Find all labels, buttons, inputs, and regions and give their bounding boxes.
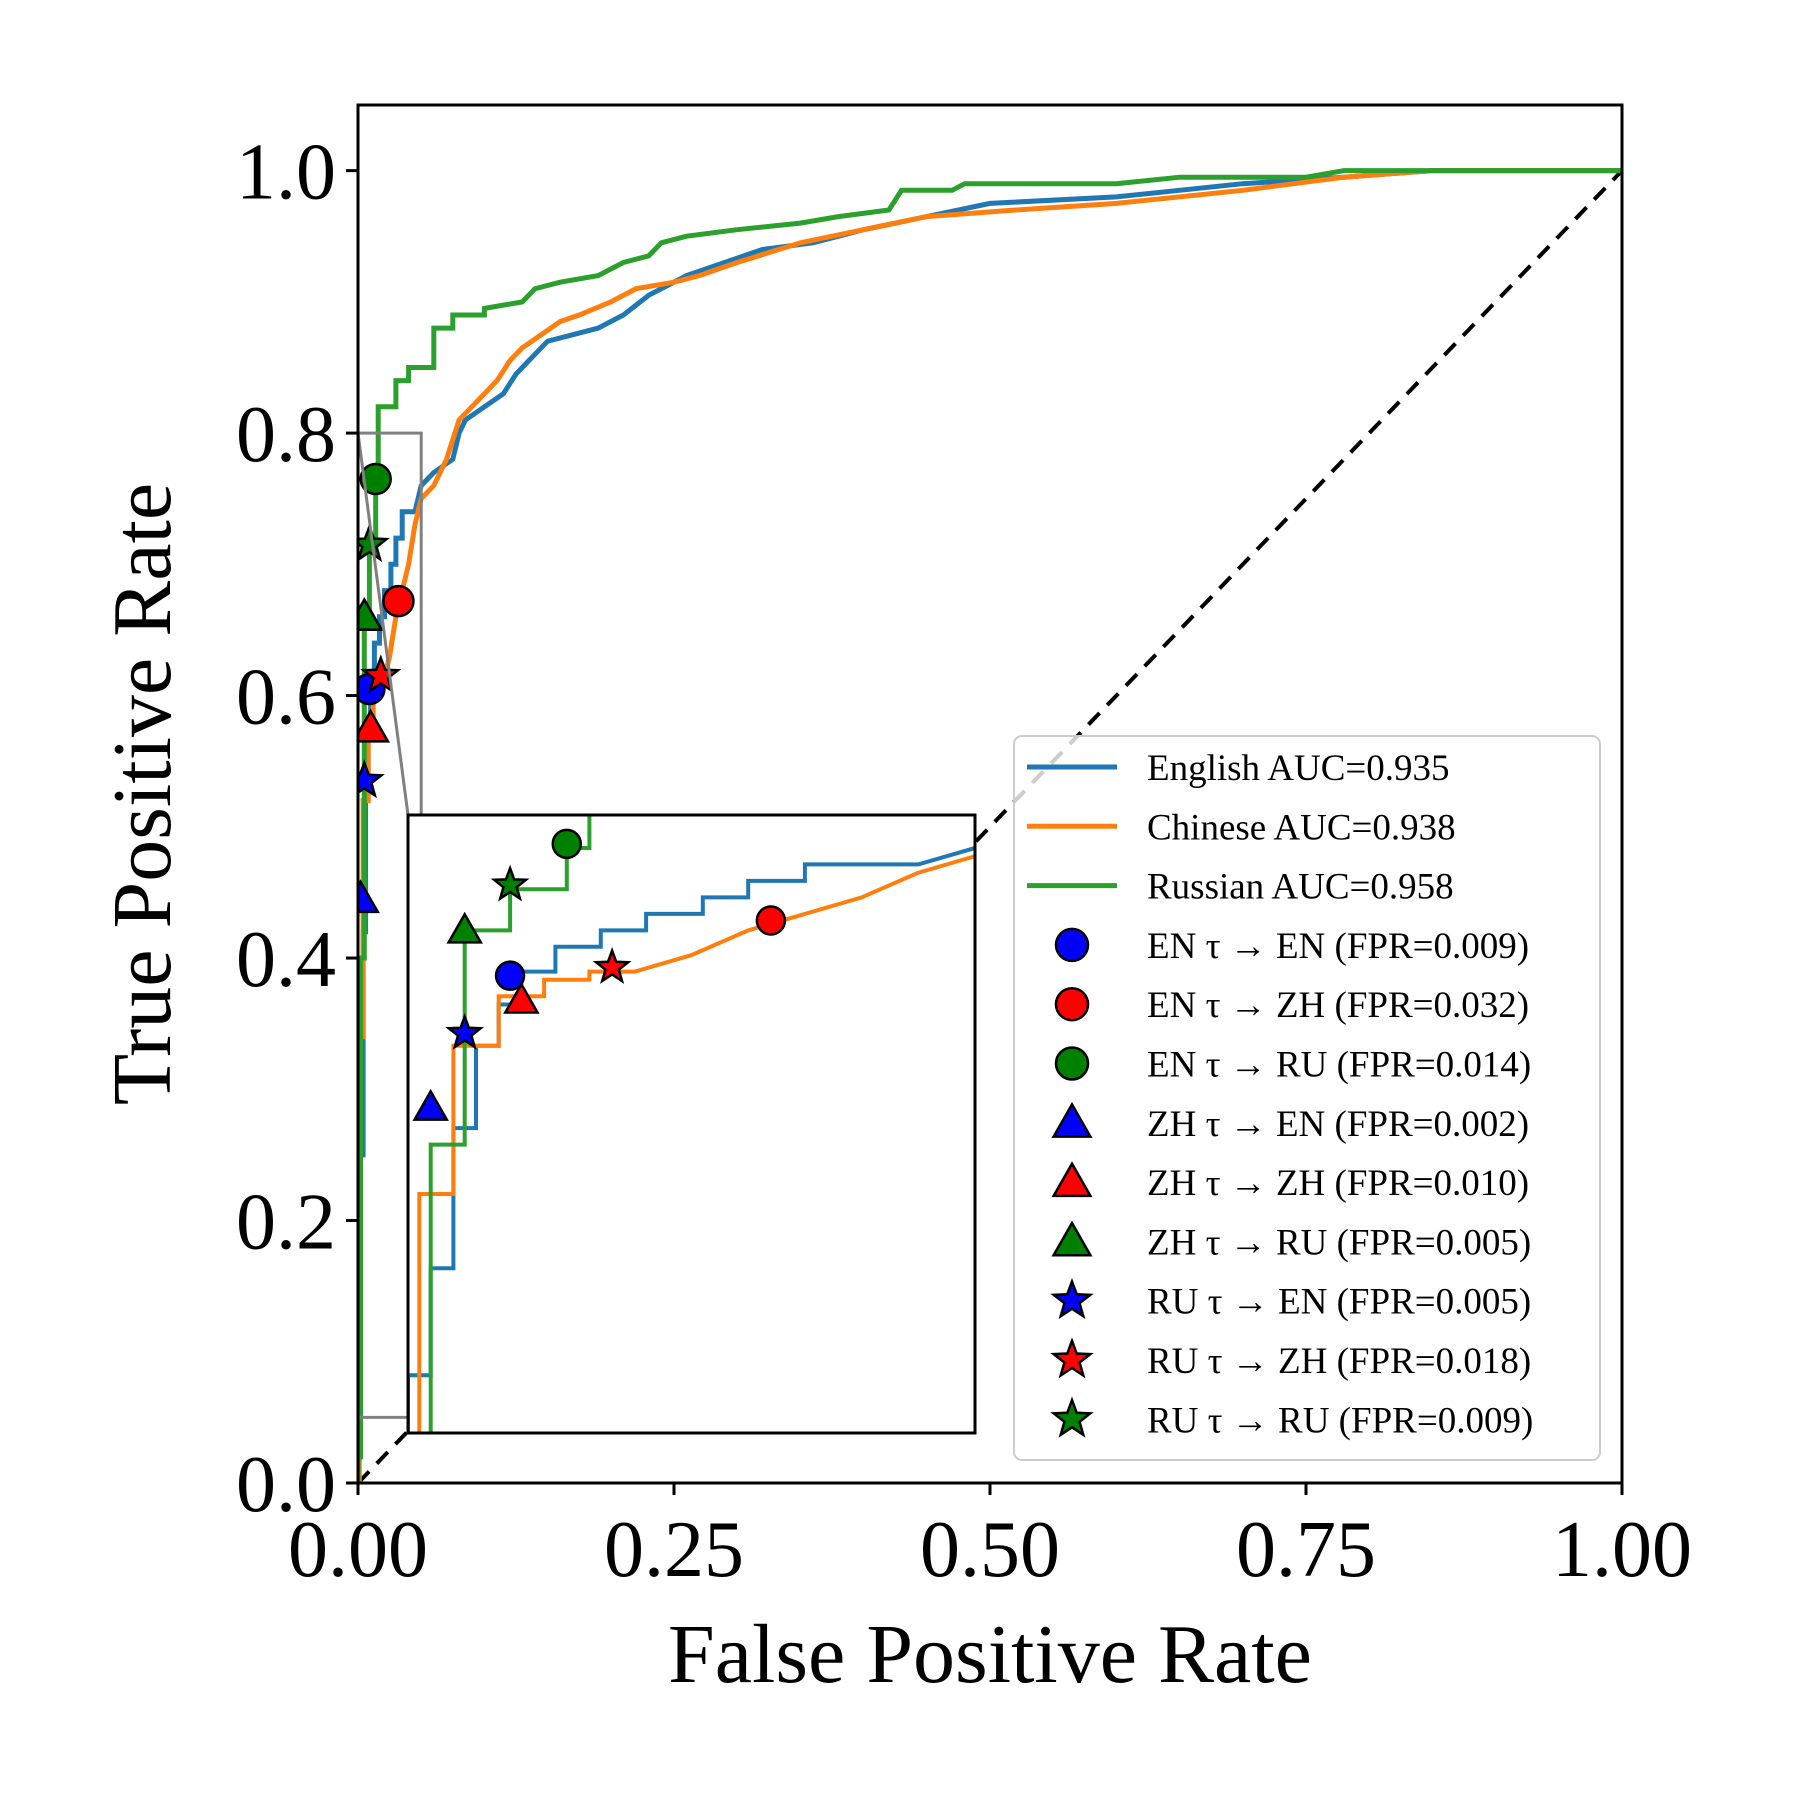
legend-marker-swatch bbox=[1054, 986, 1090, 1022]
legend-label: ZH τ → ZH (FPR=0.010) bbox=[1147, 1163, 1529, 1204]
legend-label: RU τ → RU (FPR=0.009) bbox=[1147, 1400, 1533, 1441]
x-axis-label: False Positive Rate bbox=[668, 1608, 1312, 1701]
legend-label: English AUC=0.935 bbox=[1147, 748, 1450, 789]
inset-marker-ru-zh-fpr-0-018 bbox=[592, 946, 632, 984]
marker-ru-en-fpr-0-005 bbox=[358, 759, 385, 799]
y-tick-label: 0.0 bbox=[236, 1441, 336, 1529]
legend-marker-swatch bbox=[1051, 1161, 1093, 1198]
legend-label: Russian AUC=0.958 bbox=[1147, 867, 1454, 908]
x-tick-label: 1.00 bbox=[1552, 1506, 1692, 1594]
inset-marker-ru-ru-fpr-0-009 bbox=[490, 864, 530, 902]
axis-ticks: 0.00 0.25 0.50 0.75 1.00 0.0 0.2 0.4 0.6 0.8 1.0 bbox=[236, 129, 1692, 1594]
legend-entry-ru-ru-fpr-0-009: RU τ → RU (FPR=0.009) bbox=[1050, 1396, 1533, 1441]
legend-marker-swatch bbox=[1051, 1101, 1093, 1138]
legend-entry-english-auc-0-935: English AUC=0.935 bbox=[1027, 748, 1450, 789]
inset-marker-zh-ru-fpr-0-005 bbox=[446, 911, 483, 944]
legend-entry-zh-ru-fpr-0-005: ZH τ → RU (FPR=0.005) bbox=[1051, 1220, 1531, 1263]
legend-marker-swatch bbox=[1050, 1337, 1094, 1379]
legend-marker-swatch bbox=[1051, 1220, 1093, 1257]
inset-background bbox=[408, 815, 975, 1433]
x-tick-label: 0.00 bbox=[288, 1506, 428, 1594]
y-tick-label: 0.6 bbox=[236, 654, 336, 742]
inset-marker-zh-zh-fpr-0-010 bbox=[503, 981, 540, 1014]
inset-marker-en-zh-fpr-0-032 bbox=[755, 905, 787, 936]
marker-zh-ru-fpr-0-005 bbox=[358, 597, 384, 632]
legend-label: EN τ → EN (FPR=0.009) bbox=[1147, 926, 1529, 967]
legend-label: RU τ → EN (FPR=0.005) bbox=[1147, 1282, 1531, 1323]
legend-label: ZH τ → RU (FPR=0.005) bbox=[1147, 1222, 1531, 1263]
inset-marker-en-ru-fpr-0-014 bbox=[551, 828, 583, 860]
y-tick-label: 0.8 bbox=[236, 391, 336, 479]
legend-entry-en-ru-fpr-0-014: EN τ → RU (FPR=0.014) bbox=[1054, 1045, 1531, 1086]
legend-entry-en-en-fpr-0-009: EN τ → EN (FPR=0.009) bbox=[1054, 926, 1529, 967]
legend-label: EN τ → RU (FPR=0.014) bbox=[1147, 1045, 1531, 1086]
legend-entry-ru-en-fpr-0-005: RU τ → EN (FPR=0.005) bbox=[1050, 1277, 1531, 1323]
marker-zh-zh-fpr-0-010 bbox=[358, 708, 391, 743]
inset-plot bbox=[406, 813, 977, 1435]
y-tick-label: 1.0 bbox=[236, 129, 336, 217]
legend-entry-zh-zh-fpr-0-010: ZH τ → ZH (FPR=0.010) bbox=[1051, 1161, 1529, 1204]
inset-series-chinese bbox=[417, 854, 975, 1433]
legend-entry-zh-en-fpr-0-002: ZH τ → EN (FPR=0.002) bbox=[1051, 1101, 1529, 1145]
legend: English AUC=0.935 Chinese AUC=0.938 Russia… bbox=[1013, 735, 1601, 1461]
legend-label: Chinese AUC=0.938 bbox=[1147, 807, 1456, 848]
legend-entry-russian-auc-0-958: Russian AUC=0.958 bbox=[1027, 867, 1454, 908]
marker-ru-zh-fpr-0-018 bbox=[360, 654, 402, 694]
x-tick-label: 0.25 bbox=[604, 1506, 744, 1594]
marker-en-ru-fpr-0-014 bbox=[359, 462, 392, 496]
legend-entry-chinese-auc-0-938: Chinese AUC=0.938 bbox=[1027, 807, 1456, 848]
y-tick-label: 0.2 bbox=[236, 1179, 336, 1267]
y-axis-label: True Positive Rate bbox=[96, 483, 189, 1105]
legend-marker-swatch bbox=[1050, 1396, 1094, 1438]
inset-frame bbox=[406, 813, 977, 1435]
legend-label: ZH τ → EN (FPR=0.002) bbox=[1147, 1104, 1529, 1145]
zoom-connector-top bbox=[356, 432, 410, 816]
inset-marker-ru-en-fpr-0-005 bbox=[445, 1012, 485, 1050]
legend-marker-swatch bbox=[1050, 1277, 1094, 1320]
x-tick-label: 0.75 bbox=[1236, 1506, 1376, 1594]
legend-marker-swatch bbox=[1054, 1046, 1090, 1081]
legend-entry-ru-zh-fpr-0-018: RU τ → ZH (FPR=0.018) bbox=[1050, 1337, 1531, 1382]
marker-zh-en-fpr-0-002 bbox=[358, 879, 380, 914]
marker-en-zh-fpr-0-032 bbox=[382, 584, 415, 618]
y-tick-label: 0.4 bbox=[236, 916, 336, 1004]
legend-label: RU τ → ZH (FPR=0.018) bbox=[1147, 1341, 1531, 1382]
legend-entry-en-zh-fpr-0-032: EN τ → ZH (FPR=0.032) bbox=[1054, 985, 1529, 1026]
legend-box bbox=[1013, 735, 1601, 1461]
inset-marker-zh-en-fpr-0-002 bbox=[412, 1088, 449, 1121]
x-tick-label: 0.50 bbox=[920, 1506, 1060, 1594]
legend-label: EN τ → ZH (FPR=0.032) bbox=[1147, 985, 1529, 1026]
inset-marker-en-en-fpr-0-009 bbox=[494, 960, 526, 991]
legend-marker-swatch bbox=[1054, 927, 1090, 963]
